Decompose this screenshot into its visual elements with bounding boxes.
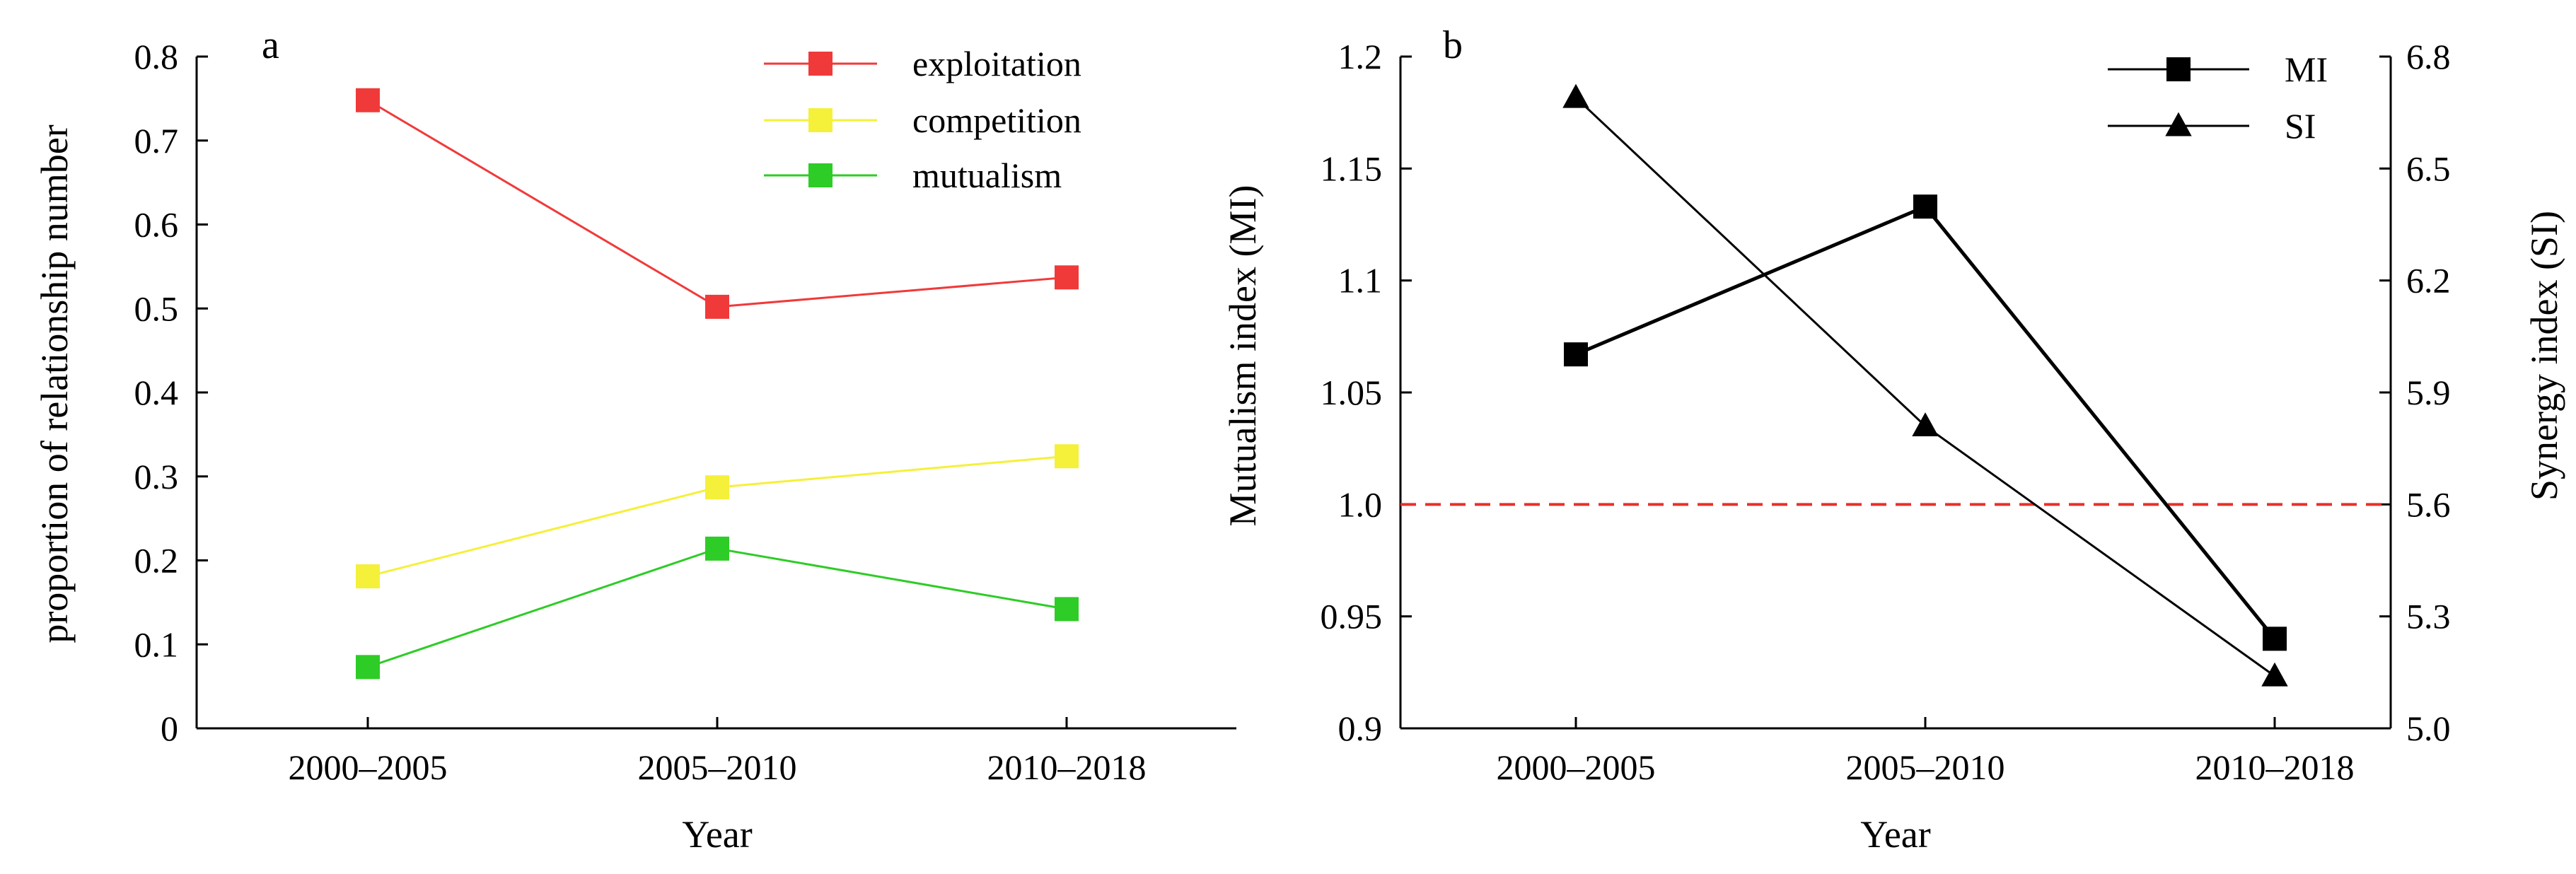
chart-a-x-axis-title: Year (682, 813, 753, 856)
x-tick-label: 2005–2010 (638, 747, 797, 787)
y-tick-label: 0 (161, 709, 178, 748)
y2-tick-label: 5.6 (2406, 484, 2451, 524)
y-tick-label: 0.1 (134, 624, 179, 664)
chart-b-x-ticks: 2000–2005 2005–2010 2010–2018 (1497, 717, 2355, 787)
legend-item-mi: MI (2108, 49, 2328, 89)
legend-item-si: SI (2108, 106, 2316, 146)
series-mi (1564, 194, 2287, 651)
chart-panel-a: 0 0.1 0.2 0.3 0.4 0.5 0.6 0.7 0.8 2000–2005 2005–… (33, 23, 1236, 856)
x-tick-label: 2000–2005 (289, 747, 448, 787)
x-tick-label: 2010–2018 (987, 747, 1147, 787)
chart-b-left-y-ticks: 0.9 0.95 1.0 1.05 1.1 1.15 1.2 (1321, 37, 1412, 748)
y-tick-label: 0.3 (134, 457, 179, 496)
chart-panel-b: 0.9 0.95 1.0 1.05 1.1 1.15 1.2 5.0 5.3 5.6 5.9 6.2… (1222, 23, 2565, 856)
series-mutualism (356, 536, 1079, 680)
series-competition (356, 444, 1079, 589)
y2-tick-label: 6.2 (2406, 261, 2451, 301)
chart-a-axes (195, 57, 1236, 730)
data-point-mutualism (1055, 597, 1079, 622)
y-tick-label: 1.15 (1321, 148, 1383, 188)
chart-a-y-axis-title: proportion of relationship number (33, 124, 76, 643)
series-line-mutualism (367, 547, 1067, 668)
y-tick-label: 0.5 (134, 289, 179, 328)
chart-a-x-ticks: 2000–2005 2005–2010 2010–2018 (289, 717, 1147, 787)
chart-b-legend: MI SI (2108, 49, 2328, 146)
y-tick-label: 1.1 (1338, 261, 1383, 301)
chart-b-series (1562, 83, 2288, 687)
legend-item-exploitation: exploitation (764, 44, 1081, 83)
data-point-si (1912, 412, 1939, 437)
y2-tick-label: 5.3 (2406, 597, 2451, 636)
data-point-exploitation (1055, 265, 1079, 290)
data-point-exploitation (705, 294, 729, 319)
y2-tick-label: 6.5 (2406, 148, 2451, 188)
chart-b-panel-label: b (1443, 23, 1463, 67)
y-tick-label: 0.95 (1321, 597, 1383, 636)
chart-a-series (356, 88, 1079, 680)
chart-a-panel-label: a (262, 23, 279, 67)
legend-marker (2165, 112, 2192, 136)
y-tick-label: 1.2 (1338, 37, 1383, 76)
chart-b-left-y-axis-title: Mutualism index (MI) (1222, 185, 1264, 527)
data-point-mi (2263, 627, 2287, 651)
x-tick-label: 2000–2005 (1497, 747, 1656, 787)
legend-item-mutualism: mutualism (764, 156, 1062, 195)
y-tick-label: 1.0 (1338, 484, 1383, 524)
data-point-si (1562, 83, 1589, 108)
data-point-mutualism (356, 655, 380, 680)
y-tick-label: 0.6 (134, 205, 179, 245)
y-tick-label: 0.8 (134, 37, 179, 76)
legend-marker (808, 52, 832, 76)
legend-item-competition: competition (764, 100, 1081, 140)
y-tick-label: 0.2 (134, 541, 179, 581)
chart-b-right-y-ticks: 5.0 5.3 5.6 5.9 6.2 6.5 6.8 (2379, 37, 2451, 748)
x-tick-label: 2005–2010 (1846, 747, 2005, 787)
y2-tick-label: 5.9 (2406, 373, 2451, 412)
chart-a-legend: exploitation competition mutualism (764, 44, 1081, 195)
y2-tick-label: 5.0 (2406, 709, 2451, 748)
data-point-competition (356, 564, 380, 589)
data-point-competition (705, 475, 729, 500)
series-line-si (1574, 96, 2275, 677)
y-tick-label: 0.9 (1338, 709, 1383, 748)
data-point-si (2261, 662, 2288, 687)
chart-b-x-axis-title: Year (1860, 813, 1931, 856)
chart-a-y-ticks: 0 0.1 0.2 0.3 0.4 0.5 0.6 0.7 0.8 (134, 37, 208, 748)
chart-b-axes (1399, 57, 2392, 730)
x-tick-label: 2010–2018 (2195, 747, 2355, 787)
y-tick-label: 1.05 (1321, 373, 1383, 412)
legend-marker (808, 108, 832, 132)
legend-marker (2166, 57, 2191, 81)
legend-marker (808, 163, 832, 187)
data-point-mi (1913, 194, 1937, 219)
legend-label: competition (912, 100, 1081, 140)
legend-label: MI (2285, 49, 2328, 89)
y-tick-label: 0.4 (134, 373, 179, 412)
chart-b-right-y-axis-title: Synergy index (SI) (2523, 211, 2565, 501)
data-point-competition (1055, 444, 1079, 469)
data-point-mutualism (705, 536, 729, 561)
legend-label: SI (2285, 106, 2316, 146)
y-tick-label: 0.7 (134, 121, 179, 161)
legend-label: exploitation (912, 44, 1081, 83)
data-point-exploitation (356, 88, 380, 112)
legend-label: mutualism (912, 156, 1062, 195)
y2-tick-label: 6.8 (2406, 37, 2451, 76)
data-point-mi (1564, 342, 1588, 367)
series-exploitation (356, 88, 1079, 319)
series-si (1562, 83, 2288, 687)
